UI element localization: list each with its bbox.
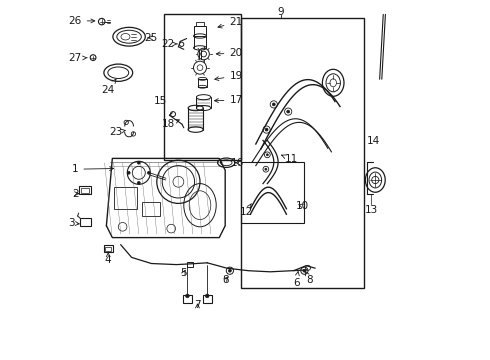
Bar [187, 262, 193, 267]
Text: 20: 20 [216, 48, 243, 58]
Text: 22: 22 [161, 39, 177, 49]
Text: 5: 5 [180, 268, 187, 278]
Circle shape [266, 154, 269, 156]
Text: 27: 27 [69, 53, 87, 63]
Circle shape [205, 294, 209, 298]
Text: 21: 21 [218, 17, 243, 28]
Circle shape [228, 269, 231, 272]
Text: 24: 24 [101, 79, 116, 95]
Text: 1: 1 [72, 164, 114, 174]
Circle shape [147, 171, 150, 174]
Text: 16: 16 [231, 158, 245, 168]
Text: 19: 19 [215, 71, 243, 81]
Bar [81, 188, 90, 193]
Bar [196, 22, 204, 26]
Text: 26: 26 [69, 16, 95, 26]
Text: 10: 10 [296, 201, 309, 211]
Circle shape [137, 161, 140, 164]
Bar [242, 162, 304, 223]
Bar [114, 187, 137, 209]
Circle shape [265, 128, 268, 131]
Text: 8: 8 [306, 271, 313, 285]
Text: 12: 12 [240, 204, 253, 217]
Circle shape [137, 181, 140, 184]
Circle shape [272, 103, 275, 106]
Text: 3: 3 [68, 218, 79, 228]
Text: 4: 4 [105, 252, 112, 265]
Text: 17: 17 [215, 95, 243, 105]
Text: 7: 7 [194, 300, 201, 310]
Bar [194, 26, 206, 36]
Circle shape [265, 168, 267, 170]
Circle shape [287, 110, 290, 113]
Bar [198, 79, 207, 87]
Bar [103, 245, 113, 252]
Text: 6: 6 [293, 271, 299, 288]
Circle shape [186, 294, 189, 298]
Bar [242, 18, 364, 288]
Bar [104, 247, 111, 251]
Bar [203, 295, 212, 303]
Bar [164, 14, 242, 160]
Bar [142, 202, 160, 216]
Circle shape [303, 269, 306, 272]
Bar [183, 295, 192, 303]
Text: 15: 15 [154, 96, 168, 106]
Text: 18: 18 [162, 119, 179, 129]
Text: 9: 9 [278, 6, 284, 17]
Text: 2: 2 [72, 189, 78, 199]
Text: 23: 23 [109, 127, 125, 137]
Text: 25: 25 [144, 33, 157, 43]
Circle shape [127, 171, 130, 174]
Bar [79, 186, 91, 194]
Text: 8: 8 [222, 275, 228, 285]
Text: 13: 13 [365, 204, 378, 215]
Bar [80, 218, 91, 226]
Text: 14: 14 [368, 136, 381, 146]
Text: 11: 11 [282, 154, 298, 164]
